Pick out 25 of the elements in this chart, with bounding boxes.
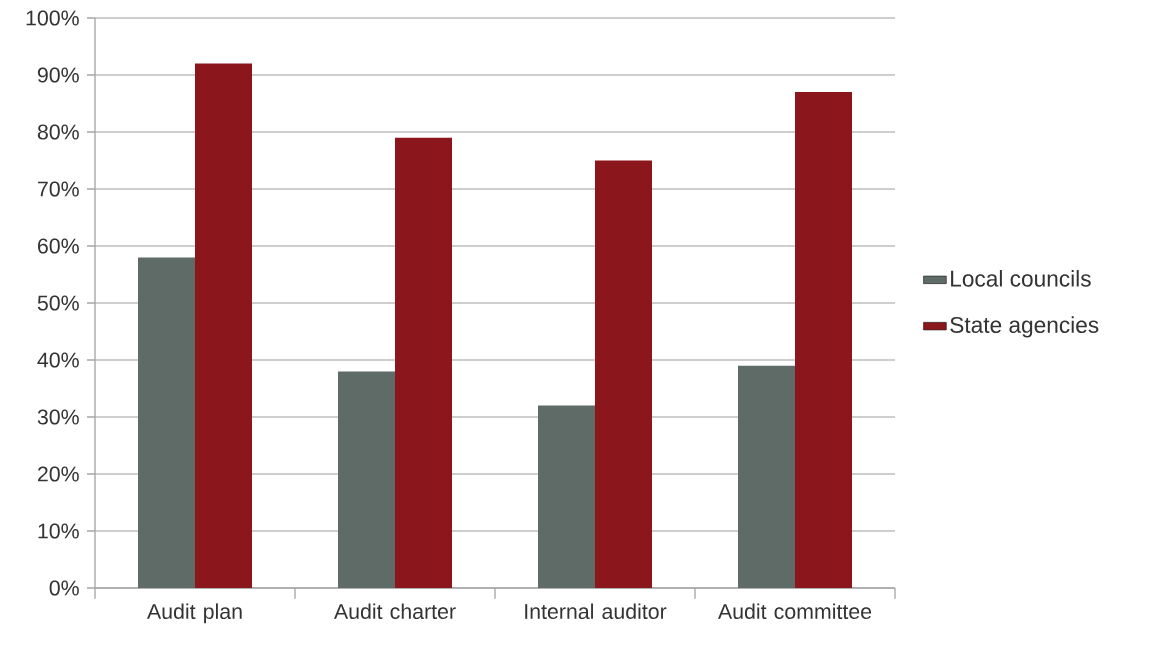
x-tick-label: Audit committee xyxy=(717,603,872,620)
y-tick-label: 90% xyxy=(37,67,79,83)
bar xyxy=(395,137,453,588)
y-tick-label: 20% xyxy=(37,466,79,482)
y-tick-label: 0% xyxy=(49,580,79,596)
y-tick-label: 80% xyxy=(37,124,79,140)
bar xyxy=(595,160,653,588)
legend-label: Local councils xyxy=(951,270,1091,287)
y-tick-label: 40% xyxy=(37,352,79,368)
y-tick-label: 60% xyxy=(38,238,79,254)
y-tick-label: 30% xyxy=(37,409,79,425)
legend-label: State agencies xyxy=(950,316,1099,338)
bar xyxy=(738,365,796,588)
x-tick-label: Internal auditor xyxy=(525,603,667,620)
y-tick-label: 100% xyxy=(26,10,79,26)
y-tick-label: 10% xyxy=(38,523,79,539)
bar xyxy=(195,63,252,588)
x-tick-label: Audit plan xyxy=(147,603,242,624)
bar xyxy=(338,371,395,588)
bar xyxy=(138,257,195,588)
bar xyxy=(795,92,853,588)
x-tick-label: Audit charter xyxy=(333,603,456,620)
y-tick-label: 70% xyxy=(38,181,79,197)
bar xyxy=(538,405,595,588)
y-tick-label: 50% xyxy=(37,295,79,311)
